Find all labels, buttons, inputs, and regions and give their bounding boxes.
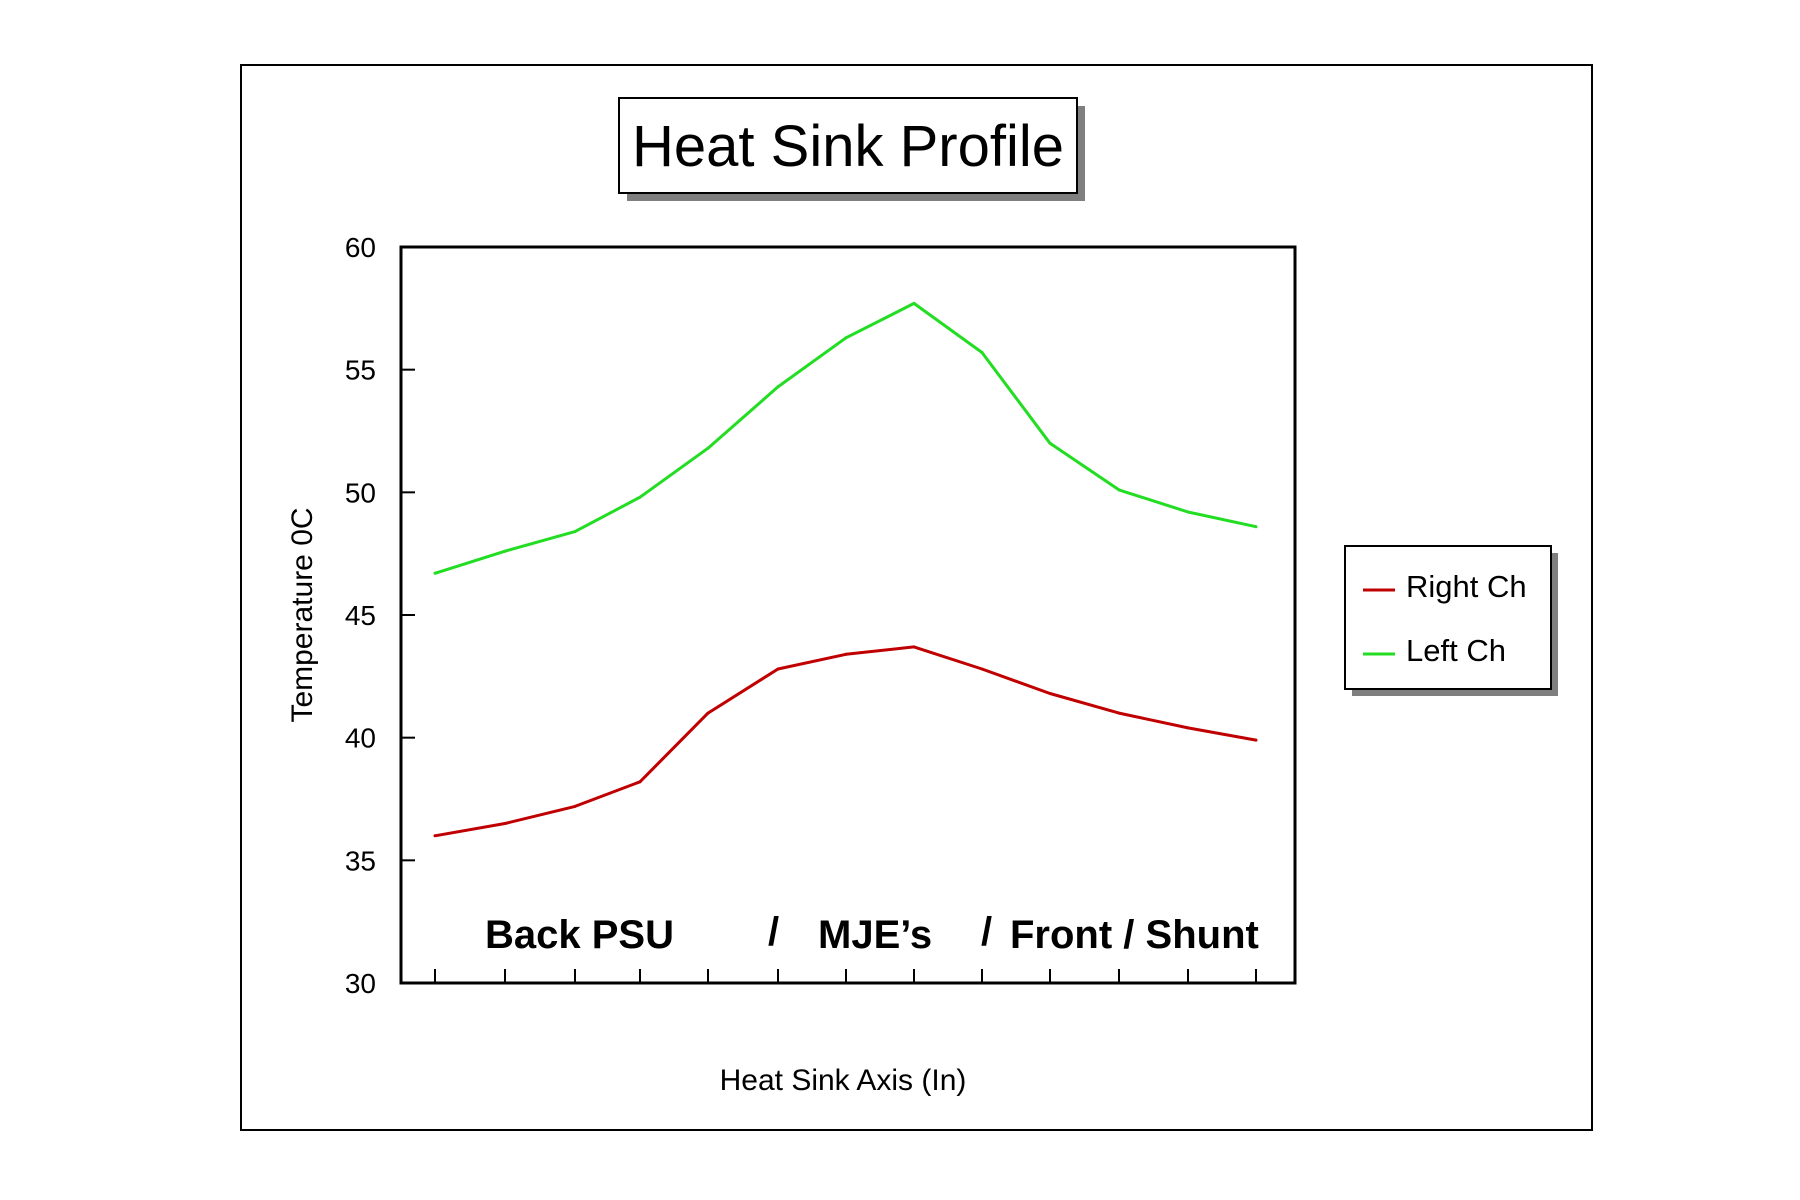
data-point xyxy=(706,711,710,715)
y-tick-label: 35 xyxy=(345,845,376,876)
title-box xyxy=(618,97,1078,194)
data-point xyxy=(1117,488,1121,492)
annotation-separator-2: / xyxy=(981,910,992,954)
data-point xyxy=(844,336,848,340)
data-point xyxy=(503,549,507,553)
series-lines xyxy=(433,301,1258,838)
data-point xyxy=(1186,510,1190,514)
data-point xyxy=(638,495,642,499)
data-point xyxy=(1186,726,1190,730)
data-point xyxy=(1048,692,1052,695)
data-point xyxy=(1048,441,1052,445)
annotation-back-psu: Back PSU xyxy=(485,913,674,957)
data-point xyxy=(638,780,642,784)
data-point xyxy=(706,446,710,450)
x-axis xyxy=(434,969,1257,983)
annotation-separator-1: / xyxy=(768,910,779,954)
legend-label-left-ch: Left Ch xyxy=(1406,633,1506,668)
legend-label-right-ch: Right Ch xyxy=(1406,569,1527,604)
y-tick-label: 60 xyxy=(345,232,376,263)
legend-box xyxy=(1344,545,1552,690)
data-point xyxy=(573,530,577,534)
y-tick-label: 45 xyxy=(345,600,376,631)
data-point xyxy=(912,301,916,305)
data-point xyxy=(776,667,780,671)
data-point xyxy=(776,385,780,389)
data-point xyxy=(433,834,437,838)
data-point xyxy=(912,645,916,649)
y-tick-label: 50 xyxy=(345,477,376,508)
data-point xyxy=(503,822,507,825)
y-tick-label: 40 xyxy=(345,723,376,754)
chart-title: Heat Sink Profile xyxy=(632,114,1064,179)
data-point xyxy=(1254,525,1258,529)
data-point xyxy=(433,571,437,575)
y-tick-label: 30 xyxy=(345,968,376,999)
region-annotation: Back PSU / MJE’s / Front / Shunt xyxy=(485,910,1259,957)
data-point xyxy=(980,351,984,354)
data-point xyxy=(844,652,848,656)
y-axis: 30 35 40 45 50 55 60 xyxy=(345,232,415,999)
x-axis-label: Heat Sink Axis (In) xyxy=(720,1064,967,1097)
data-point xyxy=(1117,711,1121,715)
data-point xyxy=(1254,738,1258,742)
data-point xyxy=(980,667,984,671)
y-axis-label: Temperature 0C xyxy=(286,507,319,722)
data-point xyxy=(573,804,577,808)
annotation-front-shunt: Front / Shunt xyxy=(1010,913,1259,957)
y-tick-label: 55 xyxy=(345,355,376,386)
annotation-mjes: MJE’s xyxy=(818,913,932,957)
